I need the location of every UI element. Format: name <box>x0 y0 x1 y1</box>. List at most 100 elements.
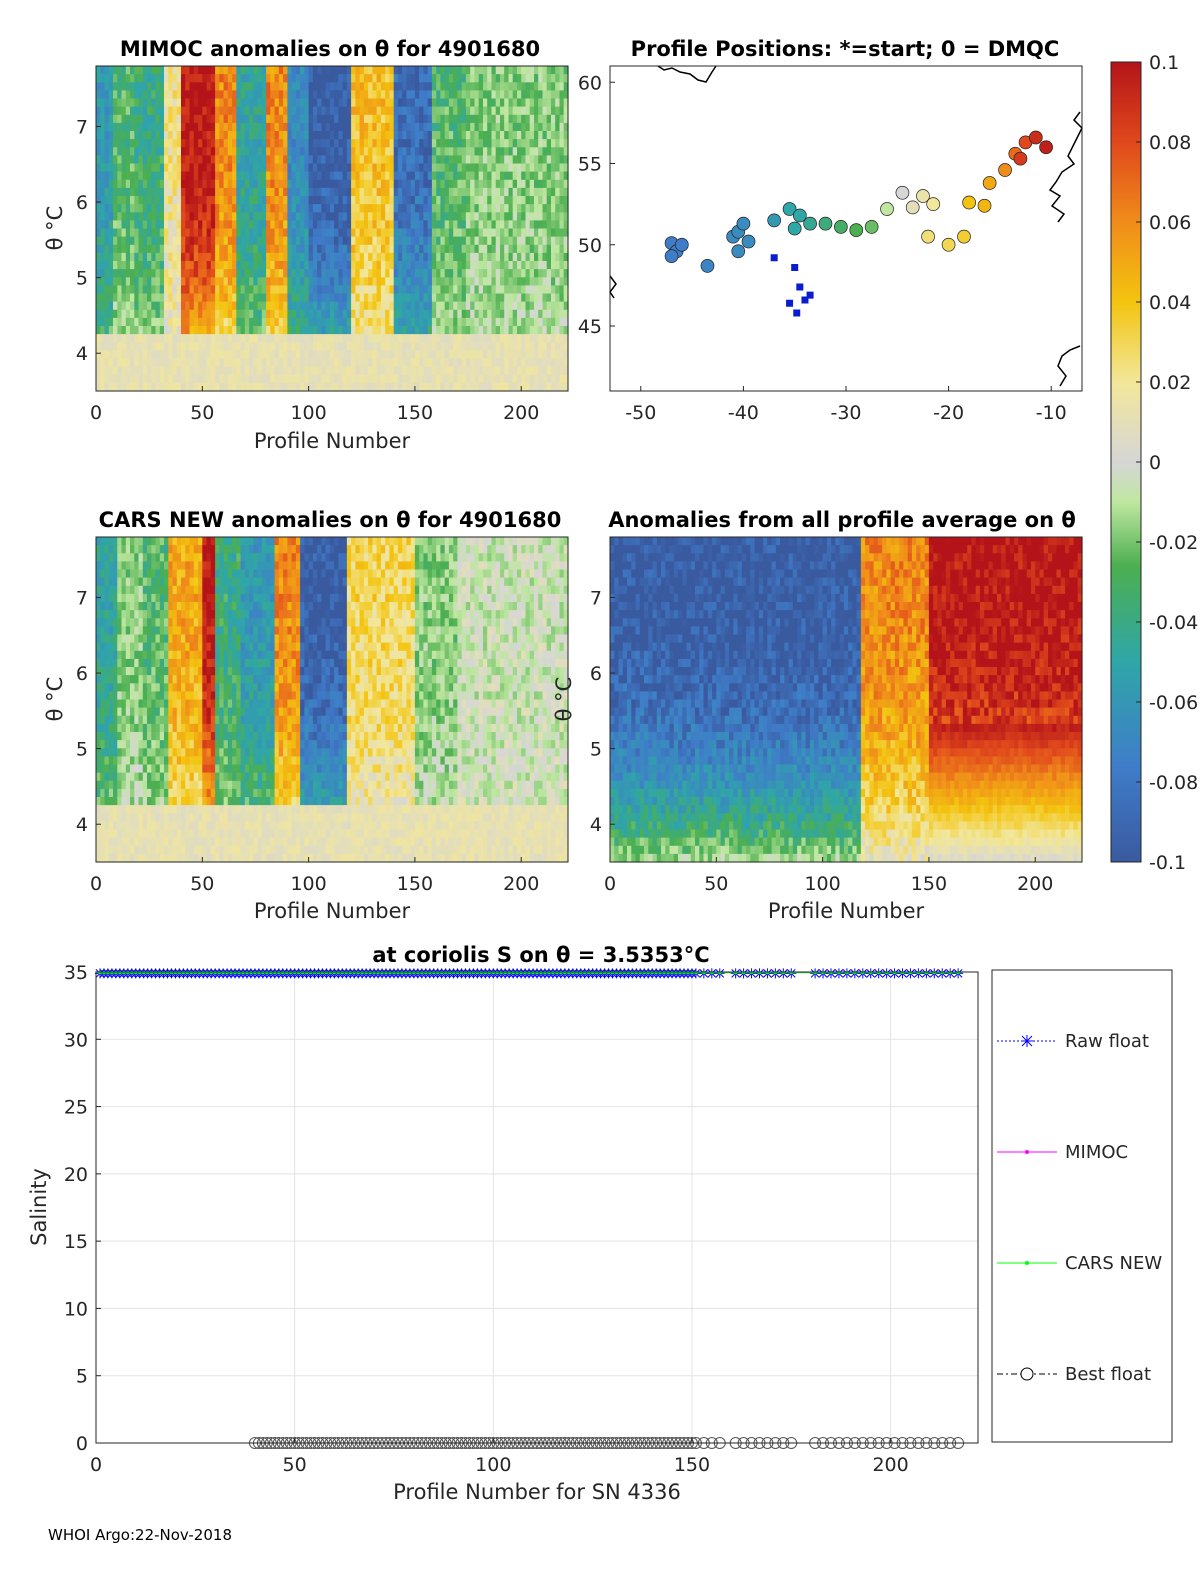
heatmap-cell <box>104 772 110 782</box>
heatmap-cell <box>448 98 454 108</box>
heatmap-cell <box>308 326 314 335</box>
heatmap-cell <box>431 196 437 205</box>
heatmap-cell <box>461 196 467 205</box>
mimoc-ylabel: θ °C <box>43 206 67 251</box>
heatmap-cell <box>406 171 412 181</box>
heatmap-cell <box>185 261 191 270</box>
heatmap-cell <box>376 147 382 156</box>
heatmap-cell <box>100 764 106 774</box>
heatmap-cell <box>270 66 276 75</box>
heatmap-cell <box>257 82 263 91</box>
heatmap-cell <box>559 163 565 173</box>
heatmap-cell <box>321 350 327 360</box>
heatmap-cell <box>559 309 565 319</box>
heatmap-cell <box>244 82 250 91</box>
heatmap-cell <box>491 122 497 132</box>
heatmap-cell <box>385 334 391 343</box>
heatmap-cell <box>244 366 250 376</box>
heatmap-cell <box>108 277 114 286</box>
heatmap-cell <box>266 382 271 392</box>
heatmap-cell <box>444 66 450 75</box>
heatmap-cell <box>338 179 344 189</box>
heatmap-cell <box>546 293 552 303</box>
heatmap-cell <box>504 309 510 319</box>
heatmap-cell <box>210 90 216 100</box>
heatmap-cell <box>504 114 510 124</box>
heatmap-cell <box>104 66 110 75</box>
heatmap-cell <box>232 212 237 221</box>
heatmap-cell <box>478 74 484 83</box>
heatmap-cell <box>406 204 412 213</box>
heatmap-cell <box>172 98 178 108</box>
heatmap-cell <box>210 66 216 75</box>
heatmap-cell <box>104 269 110 278</box>
heatmap-cell <box>359 244 365 254</box>
heatmap-cell <box>291 261 297 270</box>
heatmap-cell <box>130 829 135 839</box>
heatmap-cell <box>104 602 110 611</box>
heatmap-cell <box>427 374 433 384</box>
heatmap-cell <box>351 261 356 270</box>
heatmap-cell <box>334 228 339 238</box>
heatmap-cell <box>96 106 101 116</box>
heatmap-cell <box>436 122 442 132</box>
heatmap-cell <box>155 131 161 140</box>
heatmap-cell <box>253 309 259 319</box>
heatmap-cell <box>172 147 178 156</box>
heatmap-cell <box>444 261 450 270</box>
heatmap-cell <box>457 382 463 392</box>
heatmap-cell <box>130 196 135 205</box>
heatmap-cell <box>172 139 178 148</box>
heatmap-cell <box>249 122 254 132</box>
heatmap-cell <box>104 667 110 676</box>
heatmap-cell <box>542 139 548 148</box>
heatmap-cell <box>478 196 484 205</box>
heatmap-cell <box>393 366 399 376</box>
heatmap-cell <box>312 179 318 189</box>
heatmap-cell <box>236 236 242 246</box>
heatmap-cell <box>444 252 450 262</box>
heatmap-cell <box>406 106 412 116</box>
heatmap-cell <box>453 74 459 83</box>
heatmap-cell <box>198 261 203 270</box>
heatmap-cell <box>342 382 348 392</box>
heatmap-cell <box>232 147 237 156</box>
heatmap-cell <box>312 309 318 319</box>
heatmap-cell <box>559 204 565 213</box>
heatmap-cell <box>483 98 488 108</box>
heatmap-cell <box>295 106 301 116</box>
heatmap-cell <box>312 139 318 148</box>
heatmap-cell <box>125 699 131 709</box>
heatmap-cell <box>410 252 416 262</box>
heatmap-cell <box>117 98 123 108</box>
heatmap-cell <box>261 82 267 91</box>
heatmap-cell <box>215 236 220 246</box>
heatmap-cell <box>487 228 493 238</box>
heatmap-cell <box>130 374 135 384</box>
heatmap-cell <box>376 309 382 319</box>
heatmap-cell <box>96 610 101 619</box>
heatmap-cell <box>278 244 284 254</box>
heatmap-cell <box>461 358 467 368</box>
position-point <box>998 163 1012 177</box>
heatmap-cell <box>147 131 152 140</box>
heatmap-cell <box>393 147 399 156</box>
heatmap-cell <box>151 114 157 124</box>
heatmap-cell <box>172 326 178 335</box>
heatmap-cell <box>393 228 399 238</box>
heatmap-cell <box>198 98 203 108</box>
heatmap-cell <box>559 334 565 343</box>
heatmap-cell <box>198 66 203 75</box>
heatmap-cell <box>308 261 314 270</box>
heatmap-cell <box>325 382 331 392</box>
heatmap-cell <box>508 244 514 254</box>
heatmap-cell <box>198 374 203 384</box>
heatmap-cell <box>325 285 331 295</box>
heatmap-cell <box>529 74 535 83</box>
heatmap-cell <box>219 261 225 270</box>
heatmap-cell <box>393 171 399 181</box>
heatmap-cell <box>125 577 131 587</box>
heatmap-cell <box>414 334 420 343</box>
heatmap-cell <box>359 334 365 343</box>
heatmap-cell <box>300 301 305 311</box>
